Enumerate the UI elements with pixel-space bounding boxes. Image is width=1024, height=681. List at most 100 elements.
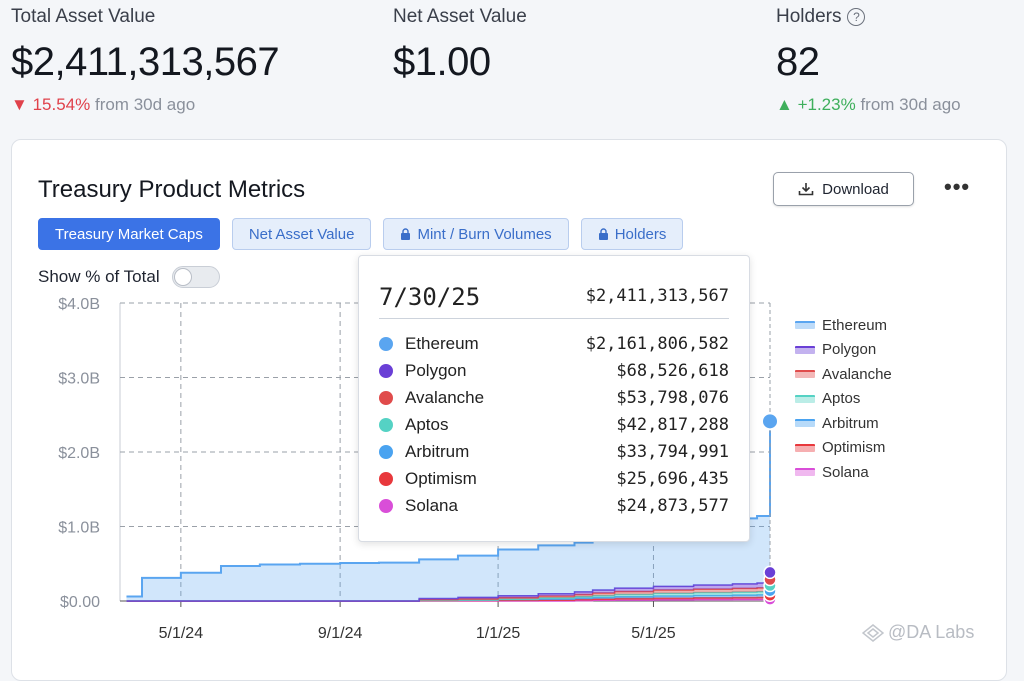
tooltip-row: Arbitrum $33,794,991	[379, 438, 729, 465]
tooltip-row: Aptos $42,817,288	[379, 411, 729, 438]
area-avalanche	[126, 587, 770, 601]
series-line-polygon	[126, 582, 771, 602]
series-color-dot	[379, 417, 393, 432]
chart-tooltip: 7/30/25 $2,411,313,567 Ethereum $2,161,80…	[358, 255, 750, 542]
legend-label: Polygon	[822, 341, 877, 359]
stat-label: Holders ?	[776, 6, 961, 28]
lock-icon	[598, 228, 608, 240]
legend-item[interactable]: Solana	[795, 460, 892, 485]
tooltip-series-value: $25,696,435	[616, 468, 729, 489]
show-percent-toggle[interactable]	[171, 266, 220, 288]
tooltip-series-value: $53,798,076	[616, 387, 729, 408]
legend-label: Aptos	[822, 390, 861, 408]
tooltip-series-name: Ethereum	[405, 333, 479, 353]
lock-icon	[401, 228, 411, 240]
tooltip-series-name: Arbitrum	[405, 441, 470, 461]
legend-label: Arbitrum	[822, 414, 879, 432]
tooltip-series-value: $33,794,991	[616, 441, 729, 462]
holders-label: Holders	[776, 6, 842, 27]
stat-value: 82	[776, 40, 820, 84]
legend-swatch	[795, 443, 815, 452]
legend-item[interactable]: Ethereum	[795, 313, 892, 338]
tooltip-total: $2,411,313,567	[585, 286, 729, 306]
y-tick-label: $2.0B	[58, 445, 100, 462]
tab-label: Holders	[614, 225, 667, 243]
help-circle-icon[interactable]: ?	[847, 8, 866, 26]
tooltip-row: Avalanche $53,798,076	[379, 384, 729, 411]
change-suffix: from 30d ago	[860, 95, 961, 114]
change-percent: +1.23%	[797, 95, 856, 114]
legend-swatch	[795, 345, 815, 354]
x-tick-label: 1/1/25	[476, 625, 521, 642]
tab-holders[interactable]: Holders	[580, 218, 684, 250]
tab-mint-burn-volumes[interactable]: Mint / Burn Volumes	[383, 218, 569, 250]
hover-marker-polygon	[763, 565, 777, 580]
more-horizontal-icon[interactable]: •••	[944, 174, 971, 199]
stat-value: $1.00	[393, 40, 491, 84]
up-arrow-icon: ▲	[776, 95, 793, 114]
tab-label: Mint / Burn Volumes	[417, 225, 552, 243]
metric-tabs: Treasury Market Caps Net Asset Value Min…	[38, 218, 684, 250]
download-button[interactable]: Download	[773, 172, 914, 206]
x-tick-label: 5/1/24	[159, 625, 204, 642]
legend-swatch	[795, 468, 815, 477]
tooltip-series-value: $2,161,806,582	[585, 333, 729, 354]
download-label: Download	[822, 180, 889, 198]
tooltip-series-value: $68,526,618	[616, 360, 729, 381]
toggle-label: Show % of Total	[38, 267, 160, 286]
legend-label: Solana	[822, 463, 869, 481]
stat-value: $2,411,313,567	[11, 40, 280, 84]
area-arbitrum	[126, 594, 770, 601]
legend-swatch	[795, 370, 815, 379]
tooltip-series-value: $42,817,288	[616, 414, 729, 435]
da-labs-logo-icon	[862, 623, 884, 642]
tooltip-divider	[379, 318, 729, 319]
tooltip-date: 7/30/25	[379, 283, 481, 311]
tab-treasury-market-caps[interactable]: Treasury Market Caps	[38, 218, 220, 250]
show-percent-toggle-row: Show % of Total	[38, 266, 220, 288]
legend-item[interactable]: Polygon	[795, 338, 892, 363]
tooltip-row: Polygon $68,526,618	[379, 357, 729, 384]
tooltip-series-name: Solana	[405, 495, 458, 515]
tooltip-row: Optimism $25,696,435	[379, 465, 729, 492]
change-suffix: from 30d ago	[94, 95, 196, 114]
tooltip-row: Ethereum $2,161,806,582	[379, 330, 729, 357]
tab-net-asset-value[interactable]: Net Asset Value	[231, 218, 372, 250]
toggle-knob	[173, 268, 192, 286]
change-percent: 15.54%	[32, 95, 91, 114]
legend-label: Ethereum	[822, 316, 888, 334]
stat-total-asset-value: Total Asset Value $2,411,313,567 ▼ 15.54…	[11, 6, 280, 115]
tooltip-series-value: $24,873,577	[616, 495, 729, 516]
legend-item[interactable]: Arbitrum	[795, 411, 892, 436]
chart-legend: Ethereum Polygon Avalanche Aptos Arbitrum Opt…	[795, 313, 892, 485]
down-arrow-icon: ▼	[11, 95, 28, 114]
legend-label: Optimism	[822, 439, 886, 457]
watermark-text: @DA Labs	[888, 622, 975, 642]
tooltip-series-name: Optimism	[405, 468, 477, 488]
y-tick-label: $1.0B	[58, 520, 100, 537]
stat-holders: Holders ? 82 ▲ +1.23% from 30d ago	[776, 6, 961, 115]
legend-swatch	[795, 321, 815, 330]
legend-item[interactable]: Optimism	[795, 436, 892, 461]
series-color-dot	[379, 471, 393, 486]
legend-item[interactable]: Aptos	[795, 387, 892, 412]
legend-label: Avalanche	[822, 365, 892, 383]
series-color-dot	[379, 444, 393, 459]
x-tick-label: 5/1/25	[631, 625, 676, 642]
legend-swatch	[795, 419, 815, 428]
tooltip-series-name: Aptos	[405, 414, 449, 434]
tab-label: Treasury Market Caps	[55, 225, 203, 243]
download-icon	[798, 183, 814, 196]
hover-marker-ethereum	[761, 412, 779, 431]
stat-label: Total Asset Value	[11, 6, 156, 27]
tooltip-row: Solana $24,873,577	[379, 492, 729, 519]
stat-label: Net Asset Value	[393, 6, 527, 27]
area-optimism	[126, 597, 770, 601]
series-color-dot	[379, 363, 393, 378]
watermark: @DA Labs	[862, 622, 974, 643]
stat-change: ▲ +1.23% from 30d ago	[776, 95, 961, 115]
series-color-dot	[379, 498, 393, 513]
legend-item[interactable]: Avalanche	[795, 362, 892, 387]
tooltip-series-name: Polygon	[405, 360, 467, 380]
series-color-dot	[379, 390, 393, 405]
